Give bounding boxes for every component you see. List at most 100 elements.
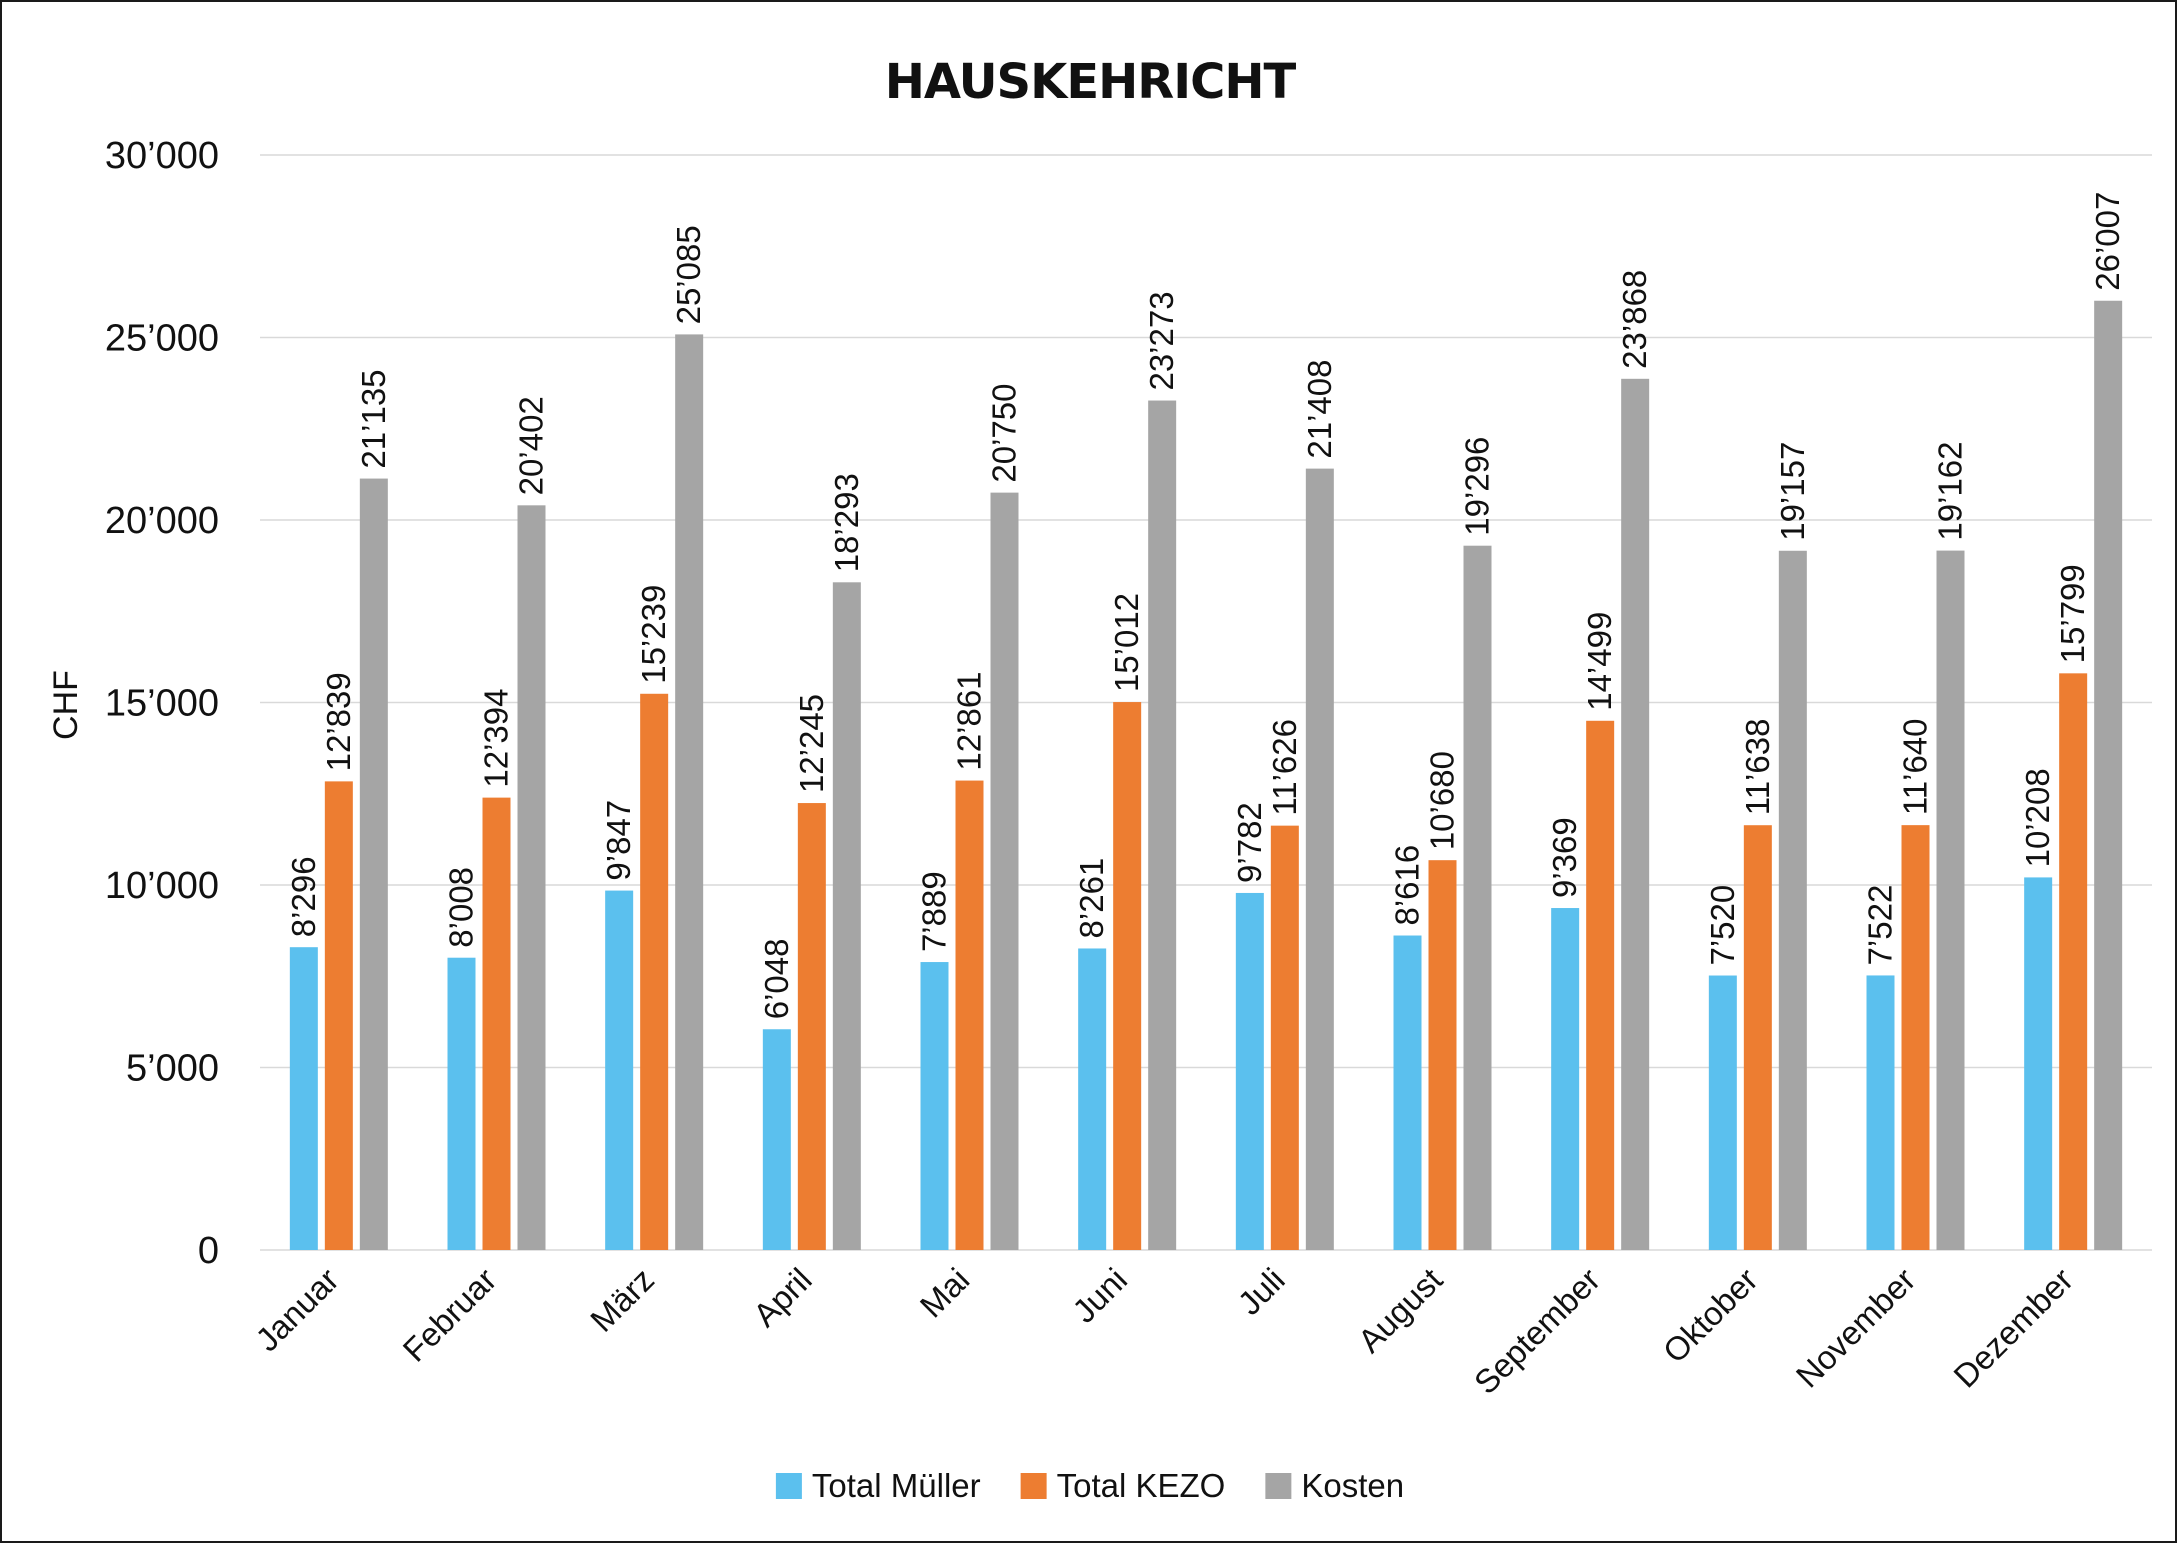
- bar: [1778, 550, 1807, 1250]
- bar: [762, 1029, 791, 1250]
- bar: [920, 962, 949, 1250]
- data-label: 23’868: [1616, 270, 1653, 369]
- bar: [1270, 825, 1299, 1250]
- bar: [1708, 975, 1737, 1250]
- bar: [1551, 908, 1580, 1250]
- x-category-label: November: [1789, 1261, 1923, 1395]
- y-tick-label: 5’000: [126, 1048, 219, 1090]
- data-label: 11’626: [1266, 719, 1303, 816]
- bar: [2094, 300, 2123, 1250]
- data-labels: 8’296 12’839 21’135 8’008 12’394 20’402 9’847 1…: [285, 192, 2126, 1020]
- x-axis-categories: Januar Februar März April Mai Juni Juli August S…: [248, 1261, 2080, 1401]
- data-label: 15’012: [1108, 593, 1145, 692]
- data-label: 8’261: [1073, 858, 1110, 939]
- x-category-label: Februar: [396, 1261, 504, 1369]
- bar: [1235, 892, 1264, 1250]
- bar: [797, 803, 826, 1250]
- y-tick-label: 10’000: [105, 865, 219, 907]
- bar: [955, 780, 984, 1250]
- x-category-label: Dezember: [1946, 1261, 2080, 1395]
- data-label: 23’273: [1143, 291, 1180, 390]
- bar: [832, 582, 861, 1250]
- bar: [517, 505, 546, 1250]
- data-label: 11’638: [1739, 719, 1776, 816]
- y-axis-label: CHF: [47, 670, 85, 740]
- y-tick-label: 25’000: [105, 318, 219, 360]
- bar: [1428, 860, 1457, 1250]
- data-label: 10’680: [1424, 751, 1461, 850]
- legend-swatch: [1265, 1473, 1292, 1499]
- x-category-label: August: [1351, 1261, 1450, 1360]
- data-label: 25’085: [670, 225, 707, 324]
- bar: [1621, 378, 1650, 1250]
- x-category-label: Mai: [913, 1261, 977, 1325]
- data-label: 12’245: [793, 694, 830, 793]
- data-label: 20’750: [986, 384, 1023, 483]
- data-label: 8’008: [443, 867, 480, 948]
- legend-label: Total KEZO: [1057, 1467, 1226, 1504]
- bar: [1586, 720, 1615, 1250]
- bar: [1393, 935, 1422, 1250]
- gridlines: [260, 154, 2152, 1251]
- data-label: 15’239: [635, 585, 672, 684]
- data-label: 6’048: [758, 938, 795, 1019]
- data-label: 12’839: [320, 672, 357, 771]
- legend: Total Müller Total KEZO Kosten: [775, 1467, 1404, 1504]
- y-tick-label: 0: [198, 1230, 219, 1272]
- bar: [1901, 825, 1930, 1250]
- bar: [482, 797, 511, 1250]
- bar: [640, 693, 669, 1250]
- bar: [289, 947, 318, 1250]
- bar: [447, 957, 476, 1250]
- bar: [1148, 400, 1177, 1250]
- bar: [2059, 673, 2088, 1250]
- data-label: 9’369: [1546, 817, 1583, 898]
- data-label: 11’640: [1897, 718, 1934, 815]
- bar: [1305, 468, 1334, 1250]
- x-category-label: Oktober: [1656, 1261, 1765, 1370]
- data-label: 8’616: [1389, 845, 1426, 926]
- bars: [289, 300, 2123, 1251]
- data-label: 19’162: [1932, 441, 1969, 540]
- x-category-label: Juli: [1231, 1261, 1292, 1322]
- data-label: 18’293: [828, 473, 865, 572]
- bar: [675, 334, 704, 1251]
- bar: [1463, 545, 1492, 1250]
- data-label: 7’522: [1862, 885, 1899, 966]
- data-label: 12’861: [951, 671, 988, 770]
- data-label: 12’394: [478, 689, 515, 788]
- x-category-label: September: [1467, 1261, 1607, 1401]
- data-label: 8’296: [285, 856, 322, 937]
- data-label: 7’889: [916, 871, 953, 952]
- data-label: 9’782: [1231, 802, 1268, 883]
- y-tick-label: 15’000: [105, 683, 219, 725]
- bar: [1936, 550, 1965, 1250]
- bar: [605, 890, 634, 1250]
- chart-title: HAUSKEHRICHT: [885, 54, 1297, 110]
- data-label: 21’135: [355, 369, 392, 468]
- data-label: 20’402: [513, 396, 550, 495]
- bar: [1078, 948, 1107, 1250]
- legend-swatch: [775, 1473, 802, 1499]
- data-label: 21’408: [1301, 359, 1338, 458]
- data-label: 26’007: [2089, 192, 2126, 291]
- bar: [990, 492, 1019, 1250]
- y-axis-ticks: 0 5’000 10’000 15’000 20’000 25’000 30’000: [105, 135, 219, 1272]
- data-label: 14’499: [1581, 612, 1618, 711]
- x-category-label: April: [746, 1261, 819, 1334]
- bar: [2024, 877, 2053, 1250]
- data-label: 7’520: [1704, 885, 1741, 966]
- bar: [1113, 702, 1142, 1250]
- legend-label: Kosten: [1301, 1467, 1404, 1504]
- x-category-label: Januar: [248, 1261, 346, 1359]
- bar: [1743, 825, 1772, 1250]
- x-category-label: März: [583, 1261, 661, 1339]
- bar: [359, 478, 388, 1250]
- y-tick-label: 20’000: [105, 500, 219, 542]
- y-tick-label: 30’000: [105, 135, 219, 177]
- data-label: 15’799: [2054, 564, 2091, 663]
- data-label: 19’296: [1459, 437, 1496, 536]
- bar: [1866, 975, 1895, 1250]
